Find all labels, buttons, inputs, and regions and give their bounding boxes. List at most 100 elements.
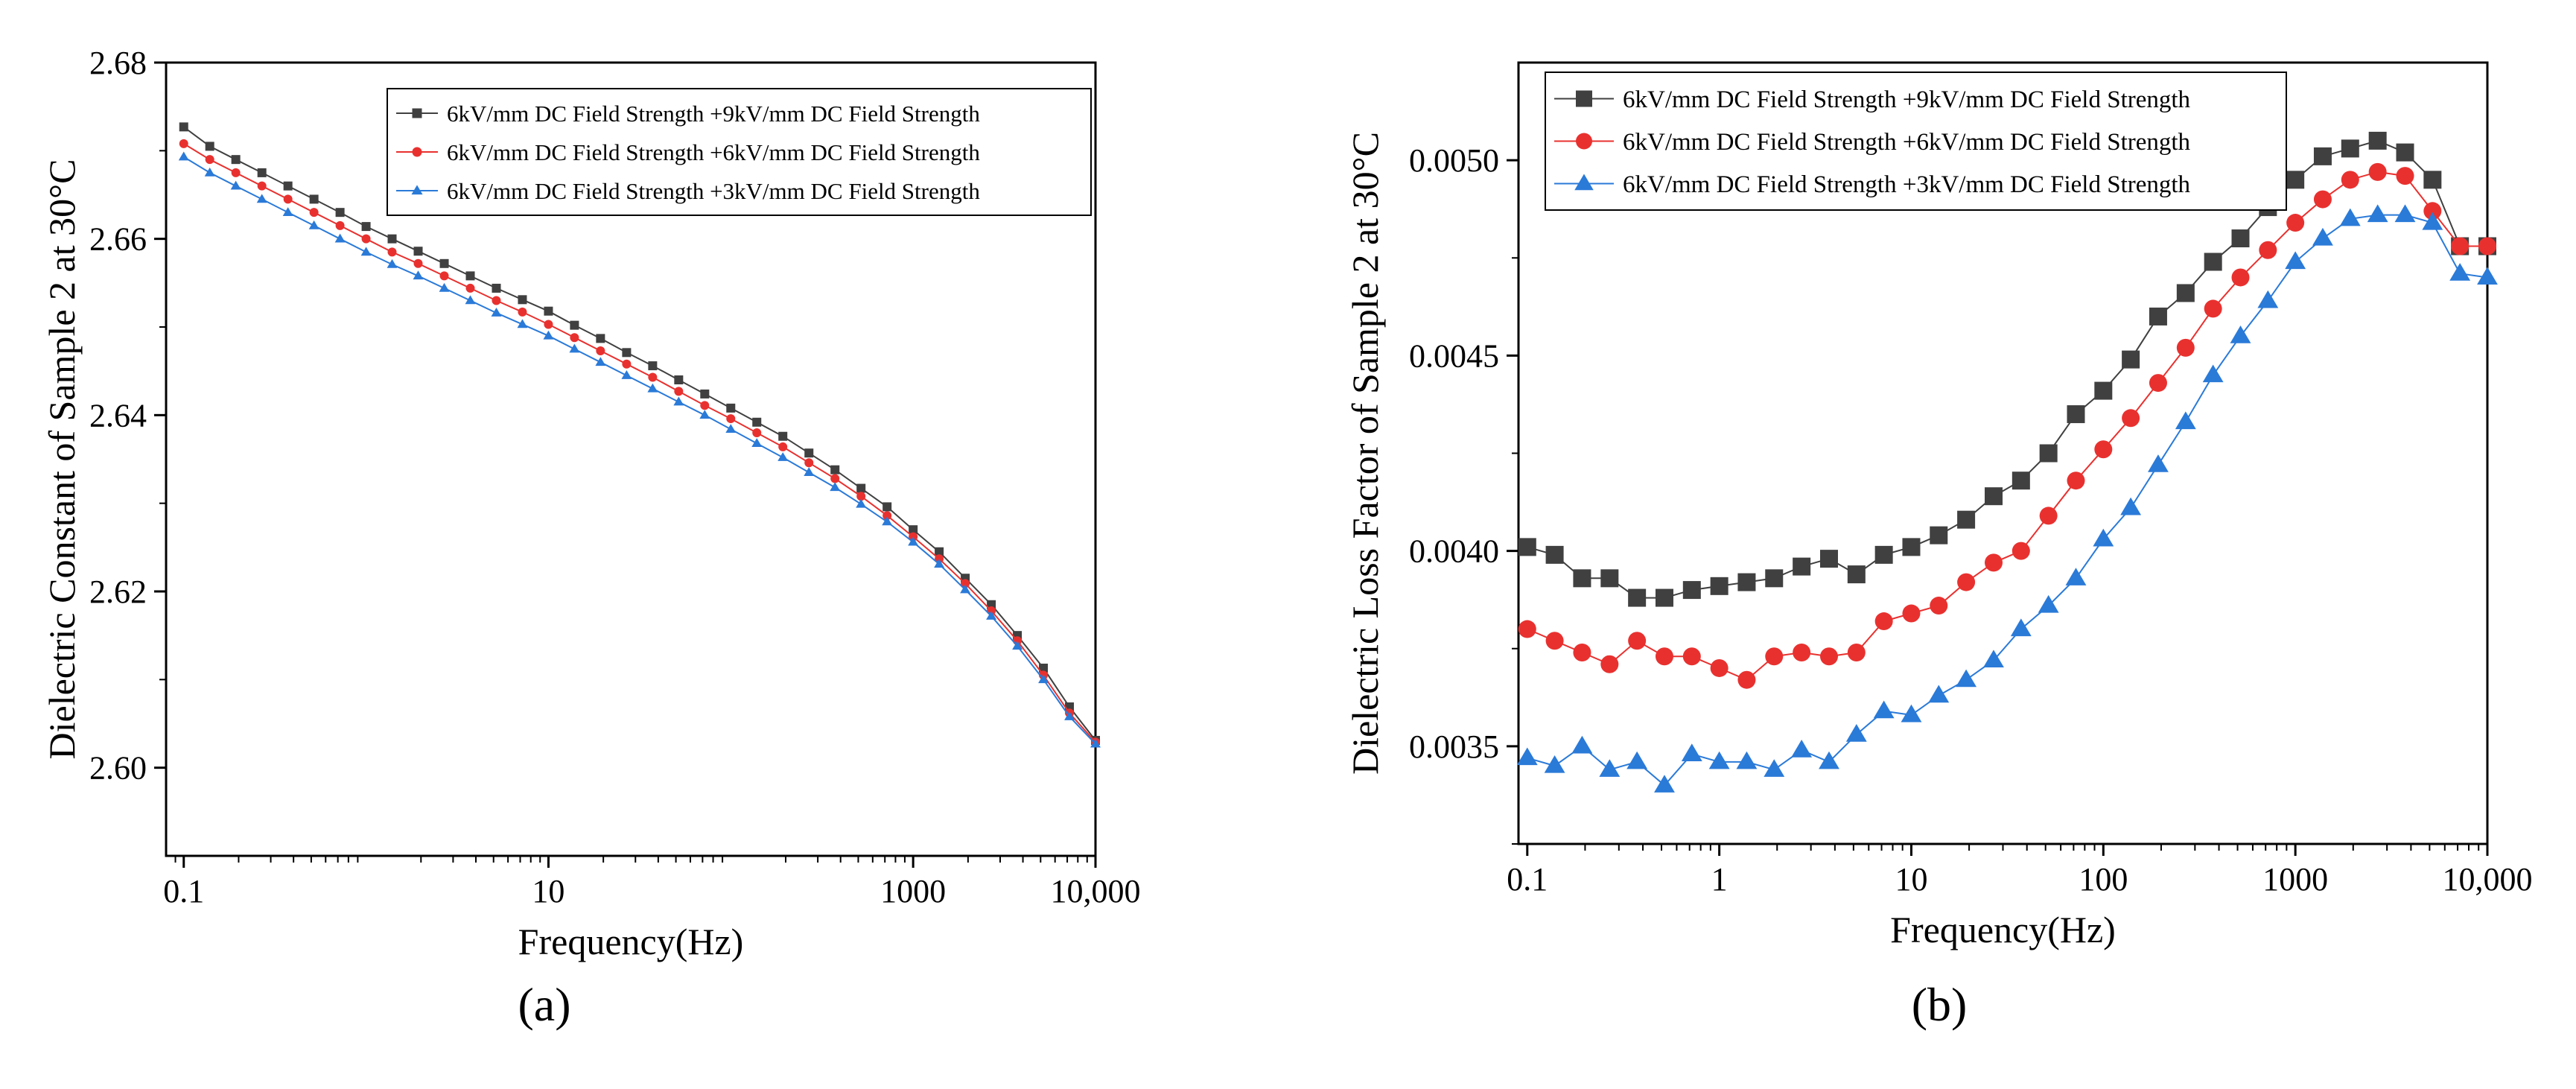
legend-marker — [412, 108, 422, 118]
data-point — [257, 181, 267, 191]
data-point — [1984, 553, 2003, 572]
data-point — [726, 414, 736, 424]
data-point — [1765, 647, 1784, 666]
data-point — [778, 442, 788, 451]
data-point — [2478, 237, 2496, 255]
data-point — [1628, 632, 1647, 650]
series-line — [1527, 214, 2488, 787]
data-point — [1737, 670, 1756, 689]
data-point — [882, 516, 893, 526]
data-point — [2259, 241, 2277, 259]
plot-frame-a — [165, 61, 1097, 857]
data-point — [439, 271, 449, 281]
data-point — [882, 502, 892, 512]
data-point — [2065, 568, 2087, 585]
data-point — [1901, 704, 1922, 723]
data-point — [909, 525, 918, 535]
data-point — [751, 438, 763, 447]
data-point — [1819, 647, 1838, 666]
data-point — [413, 270, 424, 280]
data-point — [1654, 775, 1675, 793]
legend-box — [387, 88, 1092, 216]
data-point — [1874, 545, 1893, 564]
legend-entry: 6kV/mm DC Field Strength +9kV/mm DC Fiel… — [1554, 86, 2191, 113]
series-3 — [178, 151, 1101, 748]
series-1 — [1518, 131, 2496, 607]
data-point — [777, 452, 789, 461]
data-point — [2204, 253, 2222, 271]
data-point — [1873, 700, 1895, 719]
data-point — [570, 333, 579, 343]
data-point — [830, 474, 840, 483]
data-point — [334, 233, 346, 243]
data-point — [1545, 545, 1564, 564]
data-point — [2341, 139, 2359, 158]
data-point — [2423, 202, 2442, 220]
data-point — [935, 547, 944, 556]
data-point — [2094, 381, 2113, 400]
data-point — [205, 155, 214, 165]
data-point — [282, 207, 293, 216]
data-point — [2094, 440, 2113, 459]
data-point — [935, 554, 944, 564]
data-point — [674, 387, 684, 396]
data-point — [2202, 364, 2224, 383]
panel-b-label: (b) — [1912, 978, 1968, 1031]
series-2 — [1518, 162, 2496, 689]
data-point — [700, 389, 710, 399]
data-point — [908, 536, 919, 546]
data-point — [1737, 573, 1756, 591]
y-tick-label: 2.64 — [89, 397, 147, 434]
data-point — [465, 271, 475, 281]
data-point — [309, 194, 319, 204]
data-point — [725, 424, 737, 434]
legend-label: 6kV/mm DC Field Strength +3kV/mm DC Fiel… — [447, 178, 980, 204]
data-point — [543, 330, 554, 340]
data-point — [1655, 588, 1673, 607]
data-point — [439, 258, 449, 268]
data-point — [1518, 538, 1536, 556]
data-point — [1710, 658, 1729, 677]
data-point — [726, 403, 736, 413]
data-point — [830, 465, 840, 474]
data-point — [2149, 307, 2167, 326]
data-point — [1930, 526, 1948, 544]
data-point — [1845, 724, 1867, 742]
data-point — [1957, 573, 1976, 591]
legend-box — [1545, 72, 2287, 211]
data-point — [752, 417, 762, 427]
data-point — [621, 370, 632, 379]
data-point — [2368, 162, 2387, 181]
data-point — [1710, 577, 1729, 595]
series-1 — [179, 122, 1100, 745]
data-point — [622, 359, 632, 369]
data-point — [1090, 738, 1101, 748]
data-point — [204, 167, 215, 177]
data-point — [2149, 374, 2167, 393]
data-point — [1847, 643, 1866, 661]
data-point — [1708, 751, 1730, 769]
data-point — [1600, 655, 1619, 673]
data-point — [1039, 663, 1049, 673]
series-line — [183, 126, 1096, 741]
y-axis-title: Dielectric Constant of Sample 2 at 30°C — [41, 159, 83, 760]
data-point — [882, 511, 892, 521]
data-point — [2451, 237, 2470, 255]
x-tick-label: 0.1 — [163, 873, 204, 909]
legend-marker — [411, 185, 423, 195]
data-point — [1600, 569, 1619, 588]
legend: 6kV/mm DC Field Strength +9kV/mm DC Fiel… — [387, 88, 1092, 216]
x-tick-label: 10,000 — [2443, 861, 2533, 898]
legend-entry: 6kV/mm DC Field Strength +9kV/mm DC Fiel… — [396, 101, 980, 127]
data-point — [1573, 643, 1591, 661]
legend: 6kV/mm DC Field Strength +9kV/mm DC Fiel… — [1545, 72, 2287, 211]
y-tick-label: 0.0035 — [1409, 728, 1499, 765]
data-point — [2011, 472, 2030, 490]
data-point — [622, 348, 632, 358]
data-point — [804, 448, 814, 458]
x-tick-label: 0.1 — [1507, 861, 1548, 898]
data-point — [752, 428, 762, 437]
data-point — [856, 492, 866, 501]
y-axis-title: Dielectric Loss Factor of Sample 2 at 30… — [1344, 132, 1386, 775]
data-point — [413, 258, 423, 268]
